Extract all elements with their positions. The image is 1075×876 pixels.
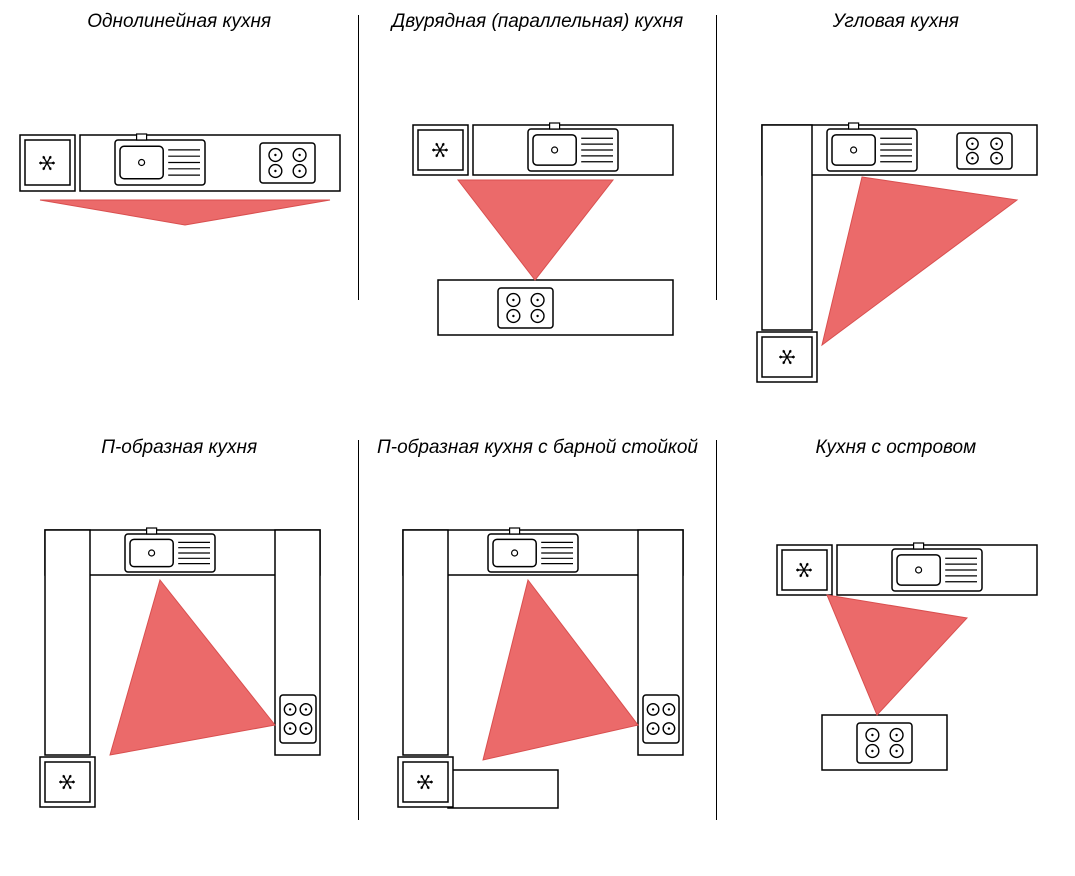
cell-parallel: Двурядная (параллельная) кухня — [358, 0, 716, 426]
diagram-linear — [10, 45, 348, 451]
title-u-shape: П-образная кухня — [10, 436, 348, 461]
title-linear: Однолинейная кухня — [10, 10, 348, 35]
diagram-u-shape — [10, 470, 348, 876]
title-u-bar: П-образная кухня с барной стойкой — [368, 436, 706, 461]
column-divider — [358, 15, 359, 300]
diagram-u-bar — [368, 470, 706, 876]
title-corner: Угловая кухня — [727, 10, 1065, 35]
cell-u-shape: П-образная кухня — [0, 426, 358, 852]
diagram-parallel — [368, 45, 706, 451]
column-divider — [716, 15, 717, 300]
layouts-grid: Однолинейная кухня Двурядная (параллельн… — [0, 0, 1075, 851]
cell-corner: Угловая кухня — [717, 0, 1075, 426]
diagram-corner — [727, 45, 1065, 451]
diagram-island — [727, 470, 1065, 876]
title-parallel: Двурядная (параллельная) кухня — [368, 10, 706, 35]
column-divider — [716, 440, 717, 820]
column-divider — [358, 440, 359, 820]
cell-island: Кухня с островом — [717, 426, 1075, 852]
title-island: Кухня с островом — [727, 436, 1065, 461]
cell-u-bar: П-образная кухня с барной стойкой — [358, 426, 716, 852]
cell-linear: Однолинейная кухня — [0, 0, 358, 426]
